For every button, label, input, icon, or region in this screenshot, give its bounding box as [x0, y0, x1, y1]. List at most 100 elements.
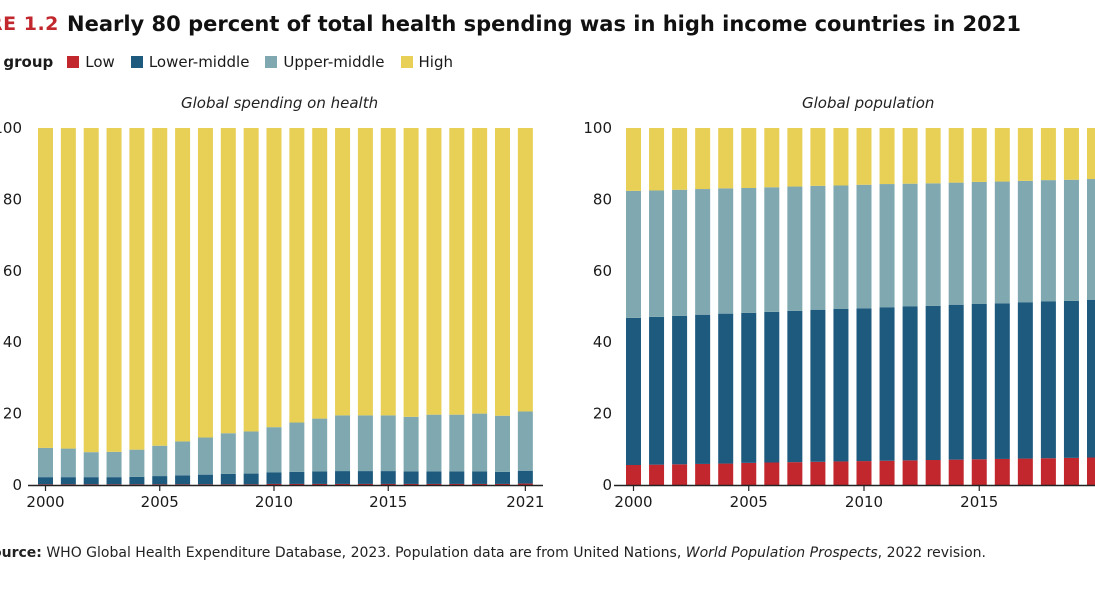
bar-segment-high	[833, 128, 849, 186]
bar-segment-upper-middle	[856, 184, 872, 309]
bar-segment-low	[495, 483, 510, 485]
bar-segment-high	[517, 128, 533, 412]
x-tick-label: 2005	[141, 493, 179, 511]
bar-segment-high	[718, 128, 734, 189]
bar-segment-upper-middle	[357, 415, 373, 472]
bar-segment-low	[695, 463, 711, 485]
bar-segment-upper-middle	[517, 411, 533, 471]
bar-segment-upper-middle	[1087, 179, 1095, 300]
bar-segment-upper-middle	[472, 413, 488, 472]
bar-segment-low	[129, 484, 145, 485]
bar-segment-upper-middle	[266, 427, 282, 473]
bar-segment-lower-middle	[517, 470, 533, 484]
legend-label-low: Low	[85, 53, 115, 71]
bar-segment-low	[472, 483, 488, 485]
bar-segment-upper-middle	[1040, 180, 1056, 302]
bar-segment-lower-middle	[833, 308, 849, 462]
x-tick-label: 2005	[730, 493, 768, 511]
bar-segment-upper-middle	[1017, 180, 1033, 303]
x-tick-label: 2015	[369, 493, 407, 511]
bar-segment-high	[764, 128, 780, 188]
bar-segment-high	[1017, 128, 1033, 181]
bar-segment-high	[1063, 128, 1079, 180]
figure-label: RE 1.2	[0, 13, 59, 35]
bar-segment-lower-middle	[810, 309, 826, 462]
bar-segment-upper-middle	[197, 437, 213, 475]
bar-segment-lower-middle	[106, 477, 122, 485]
bar-segment-low	[741, 462, 757, 485]
y-tick-label: 40	[593, 333, 612, 351]
x-tick-label: 2021	[506, 493, 544, 511]
bar-segment-low	[517, 483, 533, 485]
bar-segment-upper-middle	[380, 415, 396, 472]
legend-label-high: High	[418, 53, 453, 71]
bar-segment-high	[335, 128, 351, 416]
y-tick-label: 100	[583, 119, 612, 137]
bar-segment-lower-middle	[1087, 299, 1095, 458]
bar-segment-lower-middle	[971, 304, 987, 460]
bar-segment-upper-middle	[948, 182, 964, 305]
bar-segment-high	[626, 128, 641, 191]
bar-segment-high	[60, 128, 76, 449]
bar-segment-low	[152, 484, 168, 485]
bar-segment-lower-middle	[1017, 302, 1033, 459]
bar-segment-low	[764, 462, 780, 485]
bar-segment-lower-middle	[220, 473, 236, 485]
bar-segment-low	[971, 459, 987, 485]
bar-segment-low	[426, 483, 442, 485]
bar-segment-lower-middle	[626, 317, 641, 466]
bar-segment-upper-middle	[879, 184, 895, 308]
bar-segment-lower-middle	[38, 477, 53, 485]
bar-segment-low	[380, 483, 396, 485]
bar-segment-lower-middle	[357, 471, 373, 484]
bar-segment-low	[38, 484, 53, 485]
bar-segment-high	[879, 128, 895, 185]
bar-segment-lower-middle	[695, 314, 711, 464]
bar-segment-upper-middle	[449, 414, 465, 472]
bar-segment-high	[472, 128, 488, 414]
bar-segment-lower-middle	[1040, 301, 1056, 459]
x-tick-label: 2010	[845, 493, 883, 511]
bar-segment-lower-middle	[787, 310, 803, 463]
bar-segment-low	[220, 484, 236, 485]
bar-segment-upper-middle	[152, 445, 168, 477]
legend-item-low: Low	[67, 53, 115, 71]
bar-segment-low	[403, 483, 419, 485]
bar-segment-low	[810, 461, 826, 485]
y-tick-label: 0	[602, 476, 612, 494]
bar-segment-low	[649, 464, 665, 485]
bar-segment-lower-middle	[403, 471, 419, 484]
x-tick-label: 2000	[614, 493, 652, 511]
bar-segment-upper-middle	[925, 183, 941, 306]
bar-segment-high	[289, 128, 305, 423]
bar-segment-upper-middle	[741, 187, 757, 313]
bar-segment-upper-middle	[787, 186, 803, 311]
source-italic: World Population Prospects	[685, 545, 878, 561]
bar-segment-lower-middle	[856, 308, 872, 462]
bar-segment-upper-middle	[243, 431, 259, 474]
bar-segment-lower-middle	[741, 312, 757, 463]
bar-segment-high	[312, 128, 328, 419]
bar-segment-upper-middle	[175, 441, 191, 476]
bar-segment-high	[672, 128, 688, 190]
bar-segment-upper-middle	[83, 452, 99, 478]
bar-segment-low	[787, 462, 803, 485]
bar-segment-high	[1087, 128, 1095, 180]
x-tick-label: 2000	[26, 493, 64, 511]
legend-swatch-high	[400, 56, 413, 68]
bar-segment-lower-middle	[472, 471, 488, 484]
bar-segment-upper-middle	[764, 187, 780, 312]
bar-segment-upper-middle	[129, 449, 145, 477]
bar-segment-high	[1040, 128, 1056, 181]
bar-segment-low	[1087, 457, 1095, 485]
bar-segment-high	[83, 128, 99, 453]
bar-segment-high	[787, 128, 803, 187]
bar-segment-high	[197, 128, 213, 438]
bar-segment-upper-middle	[106, 451, 122, 478]
y-tick-label: 60	[593, 262, 612, 280]
bar-segment-upper-middle	[426, 414, 442, 472]
bar-segment-lower-middle	[266, 472, 282, 484]
bar-segment-upper-middle	[312, 418, 328, 472]
source-text-1: WHO Global Health Expenditure Database, …	[41, 545, 686, 561]
